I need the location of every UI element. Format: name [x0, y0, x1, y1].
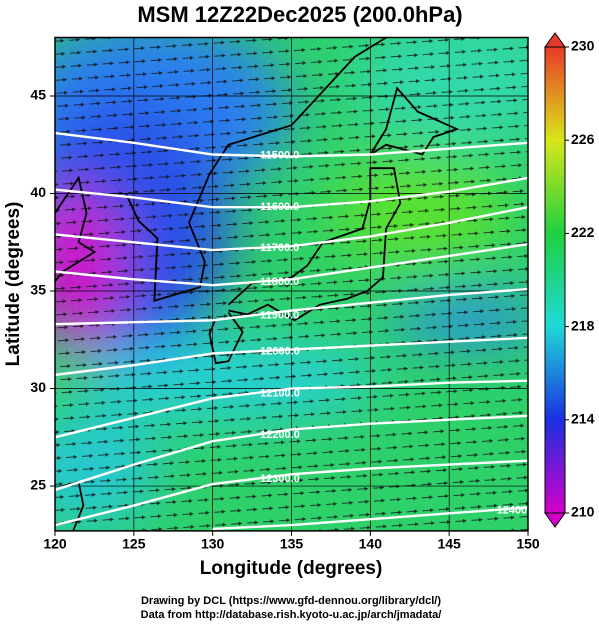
contour-line [55, 243, 528, 287]
y-axis-label: Latitude (degrees) [3, 202, 24, 367]
y-tick-label: 35 [30, 282, 46, 298]
contour-line [55, 287, 528, 326]
coast-segment [227, 167, 402, 322]
footer-line: Data from http://database.rish.kyoto-u.a… [141, 609, 442, 621]
contour-label: 12000.0 [260, 345, 300, 357]
y-tick-label: 30 [30, 379, 46, 395]
coast-segment [208, 311, 244, 365]
footer-line: Drawing by DCL (https://www.gfd-dennou.o… [141, 595, 441, 607]
x-tick-label: 150 [516, 536, 540, 552]
colorbar-tick-label: 214 [571, 411, 595, 427]
colorbar: 210 214 218 222 226 230 [544, 32, 595, 528]
contour-label: 12200.0 [260, 429, 300, 441]
x-tick-label: 135 [280, 536, 304, 552]
contour-label: 12400.0 [497, 504, 537, 516]
colorbar-extend-bottom [544, 512, 566, 528]
colorbar-extend-top [544, 32, 566, 48]
chart-title: MSM 12Z22Dec2025 (200.0hPa) [137, 2, 462, 27]
colorbar-tick-label: 230 [571, 38, 595, 54]
contour-line [55, 379, 528, 439]
contour-line [55, 336, 528, 377]
contour-label: 11700.0 [260, 242, 299, 254]
x-tick-label: 120 [43, 536, 67, 552]
axes: 120 125 130 135 140 145 150 25 30 35 40 45 [30, 87, 539, 552]
x-axis-label: Longitude (degrees) [200, 558, 383, 579]
x-tick-label: 130 [201, 536, 225, 552]
contour-line [212, 506, 528, 531]
contour-label: 11900.0 [260, 309, 299, 321]
contour-label: 11600.0 [260, 201, 299, 213]
colorbar-tick-label: 218 [571, 317, 595, 333]
x-tick-label: 125 [122, 536, 146, 552]
y-tick-label: 25 [30, 477, 46, 493]
y-tick-label: 45 [30, 87, 46, 103]
x-tick-label: 145 [437, 536, 461, 552]
contour-label: 11800.0 [260, 276, 299, 288]
contour-label: 12100.0 [260, 387, 300, 399]
x-tick-label: 140 [359, 536, 383, 552]
colorbar-tick-label: 210 [571, 504, 595, 520]
contours: 11500.0 11600.0 11700.0 11800.0 11900.0 12000… [55, 131, 537, 531]
contour-line [55, 414, 528, 492]
coast-segment [369, 86, 460, 156]
field: 11500.0 11600.0 11700.0 11800.0 11900.0 12000… [55, 37, 537, 531]
colorbar-tick-label: 222 [571, 224, 595, 240]
contour-label: 11500.0 [260, 149, 299, 161]
grid [55, 37, 528, 531]
colorbar-fill [544, 46, 566, 514]
contour-line [55, 205, 528, 252]
contour-line [55, 176, 528, 209]
y-tick-label: 40 [30, 184, 46, 200]
contour-line [55, 459, 528, 527]
coast-segment [125, 37, 387, 303]
colorbar-tick-label: 226 [571, 131, 595, 147]
contour-label: 12300.0 [260, 473, 300, 485]
contour-line [55, 131, 528, 158]
